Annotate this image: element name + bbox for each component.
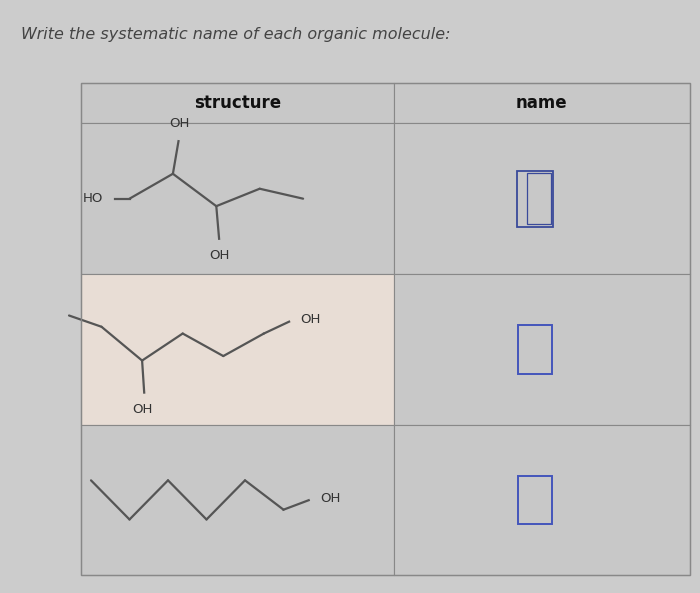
Text: OH: OH [169, 117, 190, 130]
Bar [80, 83, 690, 575]
Bar [518, 476, 552, 524]
Text: HO: HO [83, 192, 103, 205]
Bar [394, 123, 690, 274]
Bar [80, 425, 394, 575]
Bar [518, 325, 552, 374]
Bar [527, 174, 551, 224]
Text: OH: OH [209, 250, 230, 263]
Bar [394, 425, 690, 575]
Text: OH: OH [321, 492, 341, 505]
Bar [517, 171, 553, 227]
Text: name: name [516, 94, 568, 112]
Bar [80, 123, 394, 274]
Text: structure: structure [194, 94, 281, 112]
Bar [394, 274, 690, 425]
Text: Write the systematic name of each organic molecule:: Write the systematic name of each organi… [21, 27, 451, 42]
Bar [394, 83, 690, 123]
Text: OH: OH [132, 403, 153, 416]
Text: OH: OH [300, 313, 321, 326]
Bar [80, 274, 394, 425]
Bar [80, 83, 394, 123]
